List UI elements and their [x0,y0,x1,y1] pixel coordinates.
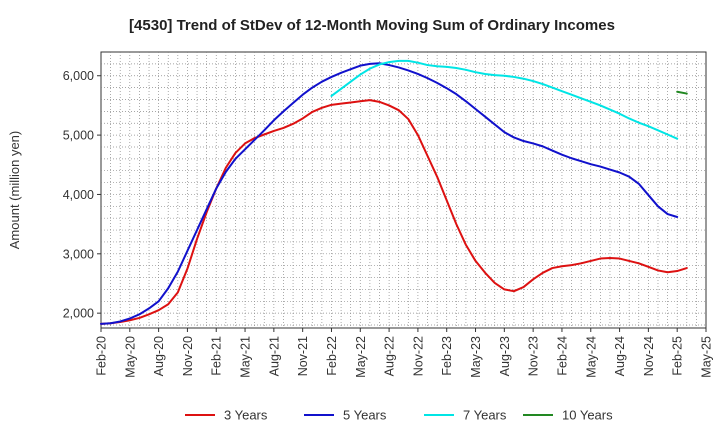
series-line-5-years [100,62,679,325]
x-tick-label: Nov-20 [181,336,195,376]
y-tick-label: 3,000 [63,247,94,261]
x-tick-label: Aug-20 [152,336,166,376]
legend-label-10-years: 10 Years [562,408,613,423]
x-tick-label: Aug-23 [498,336,512,376]
x-tick-label: May-21 [239,336,253,378]
x-tick-label: Feb-25 [671,336,685,376]
x-tick-label: Aug-21 [267,336,281,376]
x-tick-label: May-20 [123,336,137,378]
legend: 3 Years 5 Years 7 Years 10 Years [185,408,613,423]
y-tick-label: 4,000 [63,188,94,202]
y-tick-label: 6,000 [63,69,94,83]
x-tick-label: Nov-24 [642,336,656,376]
x-tick-label: May-24 [584,336,598,378]
legend-label-7-years: 7 Years [463,408,507,423]
y-axis-label: Amount (million yen) [7,131,22,250]
y-axis-ticks: 2,000 3,000 4,000 5,000 6,000 [63,69,101,321]
plot-area [100,51,707,329]
y-tick-label: 5,000 [63,129,94,143]
legend-label-3-years: 3 Years [224,408,268,423]
series-line-10-years [676,90,688,95]
x-tick-label: May-23 [469,336,483,378]
x-tick-label: Feb-24 [555,336,569,376]
series-line-3-years [100,99,688,325]
x-tick-label: May-22 [354,336,368,378]
x-tick-label: Feb-21 [210,336,224,376]
x-tick-label: Nov-22 [411,336,425,376]
y-tick-label: 2,000 [63,307,94,321]
grid [101,52,706,328]
series-line-7-years [330,59,679,140]
x-axis-ticks: Feb-20 May-20 Aug-20 Nov-20 Feb-21 May-21 Aug-… [95,328,714,378]
x-tick-label: Feb-20 [95,336,109,376]
series-lines [100,59,688,325]
legend-label-5-years: 5 Years [343,408,387,423]
x-tick-label: Aug-22 [383,336,397,376]
x-tick-label: Feb-22 [325,336,339,376]
x-tick-label: Nov-21 [296,336,310,376]
x-tick-label: May-25 [700,336,714,378]
x-tick-label: Feb-23 [440,336,454,376]
x-tick-label: Nov-23 [527,336,541,376]
x-tick-label: Aug-24 [613,336,627,376]
chart-title: [4530] Trend of StDev of 12-Month Moving… [129,17,615,34]
